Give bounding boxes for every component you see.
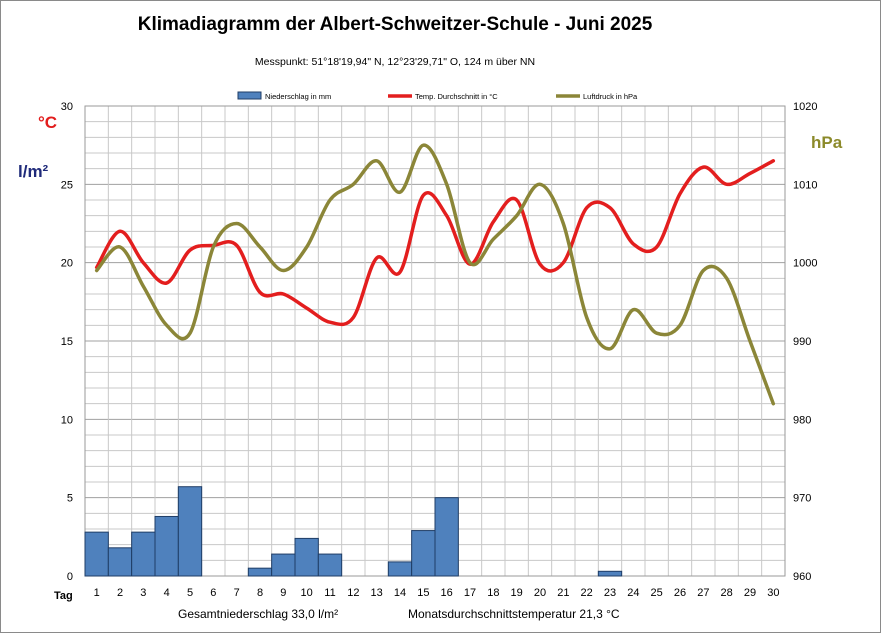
left-tick-label: 30: [61, 101, 73, 113]
legend-temp-label: Temp. Durchschnitt in °C: [415, 92, 498, 101]
x-tick-label: 13: [371, 587, 383, 599]
precip-bar: [411, 530, 436, 577]
precip-bar: [131, 531, 156, 577]
precip-bar: [84, 531, 109, 577]
left-axis-unit-precip: l/m²: [18, 162, 49, 181]
x-tick-label: 20: [534, 587, 546, 599]
precip-bar: [247, 567, 273, 577]
x-tick-label: 24: [627, 587, 639, 599]
right-tick-label: 990: [793, 336, 811, 348]
x-tick-label: 9: [280, 587, 286, 599]
x-tick-label: 11: [324, 587, 335, 599]
x-tick-label: 2: [117, 587, 123, 599]
precip-bar: [271, 553, 296, 577]
x-tick-label: 26: [674, 587, 686, 599]
x-tick-label: 17: [464, 587, 476, 599]
x-tick-label: 23: [604, 587, 616, 599]
chart-title: Klimadiagramm der Albert-Schweitzer-Schu…: [137, 14, 653, 35]
x-tick-label: 10: [301, 587, 313, 599]
left-axis-unit-celsius: °C: [38, 113, 58, 132]
footer-mean-temp: Monatsdurchschnittstemperatur 21,3 °C: [408, 607, 620, 621]
left-tick-label: 10: [61, 414, 73, 426]
left-tick-label: 25: [61, 179, 73, 191]
precip-bar: [434, 497, 459, 577]
precip-bar: [154, 515, 179, 577]
precip-bar: [177, 486, 203, 577]
precip-bar: [107, 547, 133, 577]
x-tick-label: 21: [557, 587, 569, 599]
x-tick-label: 29: [744, 587, 756, 599]
x-tick-label: 25: [651, 587, 663, 599]
x-tick-label: 7: [234, 587, 240, 599]
x-tick-label: 5: [187, 587, 193, 599]
right-tick-label: 1020: [793, 101, 817, 113]
right-tick-label: 960: [793, 571, 811, 583]
x-tick-label: 4: [164, 587, 170, 599]
x-tick-label: 3: [140, 587, 146, 599]
x-tick-label: 28: [721, 587, 733, 599]
x-tick-label: 6: [210, 587, 216, 599]
right-axis-unit-pressure: hPa: [811, 133, 843, 152]
pressure-line: [94, 143, 776, 406]
x-tick-label: 12: [347, 587, 359, 599]
x-axis-label: Tag: [54, 590, 73, 602]
right-tick-label: 980: [793, 414, 811, 426]
right-tick-label: 1000: [793, 258, 817, 270]
x-tick-label: 18: [487, 587, 499, 599]
x-tick-label: 1: [94, 587, 100, 599]
precip-bar: [317, 553, 343, 577]
chart-subtitle: Messpunkt: 51°18'19,94" N, 12°23'29,71" …: [254, 56, 536, 68]
x-tick-label: 19: [511, 587, 523, 599]
x-tick-label: 15: [417, 587, 429, 599]
legend-pressure-label: Luftdruck in hPa: [583, 92, 638, 101]
left-tick-label: 15: [61, 336, 73, 348]
precip-bar: [294, 537, 319, 577]
precip-bar: [597, 570, 623, 577]
left-tick-label: 5: [67, 493, 73, 505]
left-tick-label: 0: [67, 571, 73, 583]
left-tick-label: 20: [61, 258, 73, 270]
right-tick-label: 1010: [793, 179, 817, 191]
x-tick-label: 27: [697, 587, 709, 599]
precip-bar: [387, 561, 413, 577]
right-tick-label: 970: [793, 493, 811, 505]
legend-precip-swatch: [237, 91, 262, 100]
x-tick-label: 14: [394, 587, 406, 599]
x-tick-label: 22: [581, 587, 593, 599]
x-tick-label: 30: [767, 587, 779, 599]
footer-total-precip: Gesamtniederschlag 33,0 l/m²: [178, 607, 339, 621]
legend-precip-label: Niederschlag in mm: [265, 92, 331, 101]
x-tick-label: 16: [441, 587, 453, 599]
x-tick-label: 8: [257, 587, 263, 599]
